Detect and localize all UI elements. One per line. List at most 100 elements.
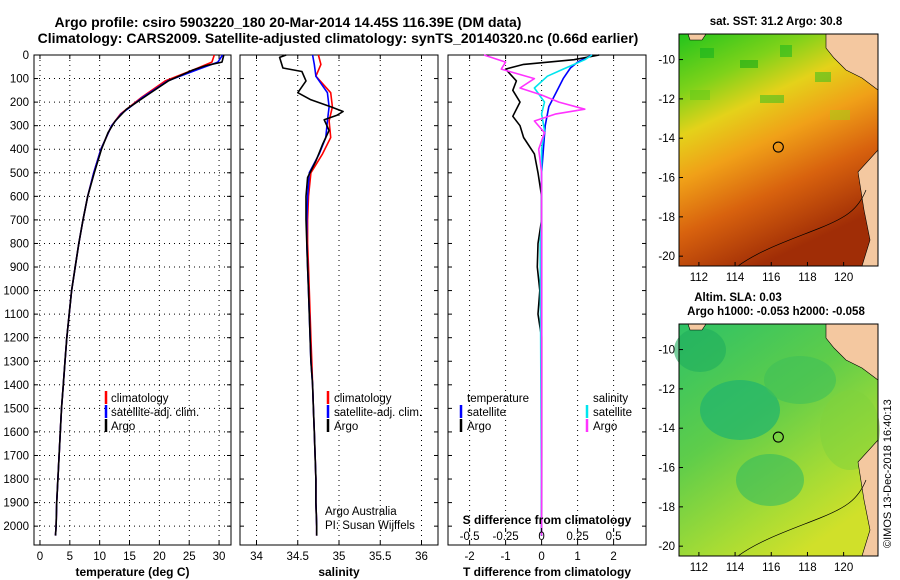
legend-climatology-label: climatology	[111, 393, 169, 405]
depth-axis: 0 100 200 300 400 500 600 700 800 900 1000 1100 1200…	[3, 50, 29, 533]
sst-contour	[737, 189, 867, 267]
map-lon-label: 114	[726, 272, 745, 284]
sst-patch	[740, 60, 758, 68]
map-lon-label: 120	[834, 272, 853, 284]
sst-patch	[830, 110, 850, 120]
legend-s-satellite-label: satellite	[593, 407, 632, 419]
sla-map-title: Altim. SLA: 0.03	[694, 292, 782, 304]
map-lat-label: -10	[658, 345, 675, 357]
sla-eddy	[820, 390, 880, 470]
depth-tick-label: 400	[10, 144, 29, 156]
salinity-legend: climatology satellite-adj. clim. Argo Ar…	[325, 391, 422, 532]
depth-tick-label: 1300	[3, 356, 29, 368]
series-line-t-satellite	[540, 54, 593, 536]
series-line-climatology	[54, 54, 216, 536]
difference-legend: temperature satellite Argo salinity sate…	[459, 393, 632, 433]
legend-s-argo-label: Argo	[593, 421, 617, 433]
x-tick-label: -2	[464, 551, 474, 563]
depth-tick-label: 900	[10, 262, 29, 274]
x-axis-label: T difference from climatology	[463, 565, 631, 579]
legend-t-satellite-label: satellite	[467, 407, 506, 419]
sla-map: Altim. SLA: 0.03 Argo h1000: -0.053 h200…	[658, 292, 880, 574]
map-lon-label: 112	[690, 272, 708, 284]
depth-tick-label: 600	[10, 191, 29, 203]
sla-eddy	[764, 356, 836, 404]
map-lat-label: -14	[658, 133, 675, 145]
imos-credit: ©IMOS 13-Dec-2018 16:40:13	[882, 399, 894, 548]
figure-title-line1: Argo profile: csiro 5903220_180 20-Mar-2…	[55, 14, 522, 30]
depth-tick-label: 1900	[3, 498, 29, 510]
sst-patch	[815, 72, 831, 82]
secondary-tick-label: -0.5	[460, 531, 480, 543]
x-tick-label: 36	[415, 551, 428, 563]
depth-tick-label: 200	[10, 97, 29, 109]
temperature-legend: climatology satellite-adj. clim. Argo	[104, 391, 199, 433]
map-lat-label: -20	[658, 541, 675, 553]
x-tick-label: 0	[538, 551, 544, 563]
sst-map-ticks: 112 114 116 118 120 -10 -12 -14 -16 -18 -20	[658, 55, 853, 284]
map-lat-label: -10	[658, 55, 675, 67]
x-tick-label: 25	[183, 551, 196, 563]
legend-salinity-title: salinity	[593, 393, 628, 405]
legend-climatology-label: climatology	[334, 393, 392, 405]
legend-argo-label: Argo	[111, 421, 135, 433]
secondary-tick-label: -0.25	[492, 531, 518, 543]
credit-argo-australia: Argo Australia	[325, 506, 397, 518]
x-axis-label: temperature (deg C)	[75, 565, 189, 579]
x-tick-label: 2	[610, 551, 616, 563]
sla-map-frame	[678, 323, 879, 557]
float-location-marker	[772, 431, 784, 443]
secondary-tick-label: 0.25	[566, 531, 588, 543]
x-axis-label: salinity	[318, 565, 360, 579]
x-tick-label: 20	[153, 551, 166, 563]
x-tick-label: 35	[333, 551, 346, 563]
difference-panel: -2 -1 0 1 2 T difference from climatology S di…	[447, 54, 647, 579]
sst-patch	[760, 95, 784, 103]
depth-tick-label: 500	[10, 168, 29, 180]
depth-tick-label: 1500	[3, 403, 29, 415]
map-lat-label: -14	[658, 423, 675, 435]
legend-satellite-label: satellite-adj. clim.	[334, 407, 422, 419]
depth-tick-label: 2000	[3, 521, 29, 533]
sst-patch	[700, 48, 714, 58]
float-location-marker	[772, 141, 784, 153]
sst-map-frame	[678, 33, 879, 267]
secondary-tick-label: 0	[538, 531, 544, 543]
map-lon-label: 118	[798, 562, 816, 574]
series-line-t-argo	[504, 54, 600, 536]
map-lon-label: 114	[726, 562, 745, 574]
series-line-climatology	[306, 54, 334, 536]
depth-tick-label: 1400	[3, 380, 29, 392]
depth-tick-label: 1700	[3, 450, 29, 462]
sla-eddy	[674, 328, 726, 372]
map-lat-label: -16	[658, 173, 675, 185]
temperature-panel: 0 5 10 15 20 25 30 temperature (deg C)	[33, 54, 232, 579]
x-tick-label: 5	[67, 551, 73, 563]
sst-patch	[690, 90, 710, 100]
depth-tick-label: 1600	[3, 427, 29, 439]
sst-map: sat. SST: 31.2 Argo: 30.8 112 114 116 118 12…	[658, 16, 879, 284]
series-line-argo	[278, 54, 344, 536]
depth-tick-label: 1100	[4, 309, 29, 321]
x-tick-label: 10	[93, 551, 106, 563]
plot-frame	[33, 54, 232, 546]
map-lat-label: -16	[658, 463, 675, 475]
plot-frame	[447, 54, 647, 546]
salinity-panel: 34 34.5 35 35.5 36 salinity	[239, 54, 439, 579]
sla-eddy	[700, 380, 780, 440]
secondary-tick-label: 0.5	[606, 531, 622, 543]
series-line-s-argo	[483, 54, 586, 536]
map-lat-label: -18	[658, 212, 675, 224]
depth-tick-label: 0	[23, 50, 29, 62]
legend-t-argo-label: Argo	[467, 421, 491, 433]
map-lat-label: -12	[658, 384, 675, 396]
sst-texture	[690, 45, 850, 120]
x-tick-label: 34.5	[287, 551, 309, 563]
map-lon-label: 120	[834, 562, 853, 574]
depth-tick-label: 700	[10, 215, 29, 227]
depth-tick-label: 1000	[3, 286, 29, 298]
depth-tick-label: 800	[10, 238, 29, 250]
depth-tick-label: 100	[10, 74, 29, 86]
x-tick-label: -1	[500, 551, 510, 563]
